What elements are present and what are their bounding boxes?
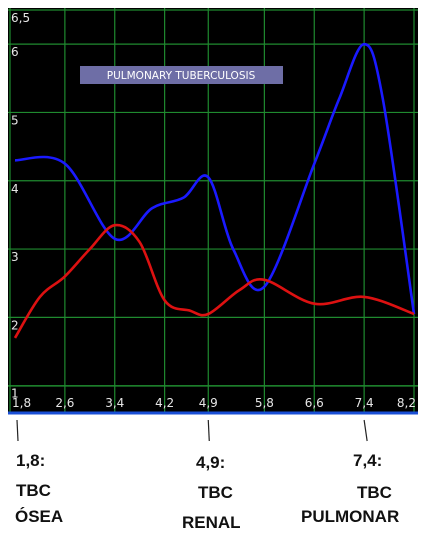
y-tick-labels: 6,5 6 5 4 3 2 1	[11, 11, 30, 401]
y-tick-label: 3	[11, 250, 19, 264]
y-tick-label: 5	[11, 113, 19, 127]
annotation-line1: TBC	[198, 483, 233, 502]
chart-inner-label-text: PULMONARY TUBERCULOSIS	[107, 70, 256, 82]
series-layer	[13, 42, 416, 339]
annotation-pointers	[16, 419, 368, 442]
y-tick-label: 2	[11, 318, 19, 332]
annotation-value: 1,8:	[16, 451, 46, 470]
x-tick-label: 6,6	[305, 396, 324, 410]
horizontal-gridlines	[8, 9, 418, 387]
x-tick-label: 5,8	[255, 396, 274, 410]
series-line-red	[13, 223, 415, 339]
x-tick-label: 1,8	[12, 396, 31, 410]
annotation-line2: ÓSEA	[15, 507, 64, 526]
annotation-line1: TBC	[16, 481, 51, 500]
annotation-value: 4,9:	[196, 453, 226, 472]
annotation-pointer-line	[16, 419, 19, 442]
y-tick-label: 6	[11, 45, 19, 59]
x-tick-labels: 1,8 2,6 3,4 4,2 4,9 5,8 6,6 7,4 8,2	[12, 396, 416, 410]
annotation-line2: PULMONAR	[301, 507, 400, 526]
annotation-line2: RENAL	[182, 513, 241, 532]
x-tick-label: 2,6	[55, 396, 74, 410]
x-tick-label: 8,2	[397, 396, 416, 410]
annotation-value: 7,4:	[353, 451, 383, 470]
chart-inner-label-background	[80, 66, 283, 84]
annotation-pointer-line	[363, 419, 368, 442]
annotation-pointer-line	[207, 419, 210, 442]
chart-inner-label: PULMONARY TUBERCULOSIS	[80, 66, 283, 84]
y-tick-label: 1	[11, 387, 19, 401]
annotation-line1: TBC	[357, 483, 392, 502]
y-tick-label: 4	[11, 182, 19, 196]
y-tick-label: 6,5	[11, 11, 30, 25]
series-line-blue	[14, 42, 416, 315]
x-tick-label: 3,4	[105, 396, 124, 410]
x-tick-label: 7,4	[355, 396, 374, 410]
x-tick-label: 4,2	[155, 396, 174, 410]
x-tick-label: 4,9	[199, 396, 218, 410]
